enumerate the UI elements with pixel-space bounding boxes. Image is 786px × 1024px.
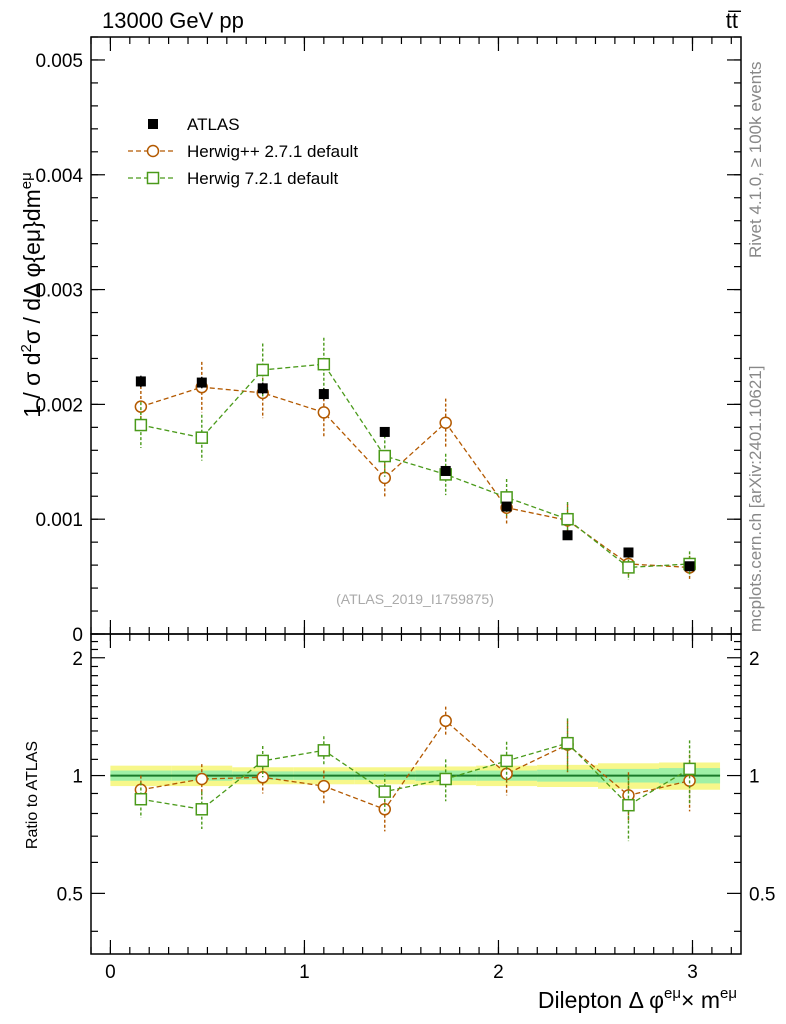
main-panel-marks <box>134 337 696 581</box>
ratio-y-tick-label: 0.5 <box>57 884 83 905</box>
process-label: tt̅ <box>726 8 742 33</box>
herwig-721-ratio-point <box>500 754 513 768</box>
herwig-721-ratio-point <box>683 762 696 776</box>
main-y-axis-label: 1 / σ d2σ / dΔ φ{eμ}dmeμ <box>18 172 45 418</box>
atlas-main-point <box>623 547 634 558</box>
herwig-721-main-point <box>134 418 148 432</box>
herwig-721-main-point <box>317 357 331 371</box>
legend-label-herwig-721: Herwig 7.2.1 default <box>187 169 338 188</box>
ratio-y-tick-label-right: 2 <box>749 649 760 670</box>
herwigpp-271-main-line <box>140 386 690 569</box>
herwig-721-ratio-line <box>140 742 690 810</box>
atlas-main-point <box>562 530 573 541</box>
herwigpp-271-main-point <box>317 406 331 419</box>
ratio-y-tick-label: 2 <box>72 649 83 670</box>
atlas-main-point <box>440 465 451 476</box>
main-y-tick-label: 0 <box>72 625 83 646</box>
main-y-tick-label: 0.005 <box>35 51 83 72</box>
herwigpp-271-main-point <box>378 471 392 485</box>
legend: ATLAS Herwig++ 2.7.1 default Herwig 7.2.1 … <box>128 115 358 188</box>
main-y-tick-label: 0.004 <box>35 166 83 187</box>
herwig-721-ratio-point <box>622 798 635 812</box>
legend-label-herwigpp-271: Herwig++ 2.7.1 default <box>187 142 358 161</box>
herwig-721-main-point <box>378 449 392 463</box>
beam-label: 13000 GeV pp <box>102 8 244 33</box>
x-tick-label: 3 <box>687 962 698 983</box>
herwig-721-main-line <box>140 363 690 569</box>
herwigpp-271-ratio-point <box>439 714 452 728</box>
legend-marker-herwig-721 <box>146 171 160 185</box>
ratio-y-axis-label: Ratio to ATLAS <box>24 741 41 849</box>
herwigpp-271-ratio-point <box>195 772 209 786</box>
legend-marker-atlas <box>148 119 158 129</box>
atlas-main-point <box>379 426 390 437</box>
main-y-tick-label: 0.003 <box>35 281 83 302</box>
atlas-main-point <box>684 561 695 572</box>
herwigpp-271-main-point <box>439 416 452 430</box>
ratio-y-tick-label-right: 1 <box>749 767 760 788</box>
herwig-721-ratio-point <box>317 744 331 757</box>
herwig-721-ratio-point <box>561 736 574 750</box>
herwigpp-271-ratio-point <box>317 779 331 793</box>
x-tick-label: 1 <box>299 962 310 983</box>
herwig-721-main-point <box>561 512 574 526</box>
ratio-y-tick-label: 1 <box>72 767 83 788</box>
ratio-y-tick-label-right: 0.5 <box>749 884 775 905</box>
x-axis-label: Dilepton Δ φeμ× meμ <box>538 985 737 1013</box>
x-tick-label: 0 <box>105 962 116 983</box>
atlas-main-point <box>501 501 512 512</box>
herwig-721-main-point <box>622 561 635 574</box>
atlas-main-point <box>196 377 207 388</box>
legend-marker-herwigpp-271 <box>146 144 160 158</box>
mcplots-source-label: mcplots.cern.ch [arXiv:2401.10621] <box>746 365 765 632</box>
atlas-main-point <box>135 376 146 387</box>
herwig-721-main-point <box>500 491 513 504</box>
x-tick-label: 2 <box>493 962 504 983</box>
herwig-721-ratio-point <box>439 772 452 786</box>
atlas-main-point <box>318 389 329 400</box>
axis-ticks: 0 0.001 0.002 0.003 0.004 0.005 0 1 2 3 0.5 0.5 1 1 2 2 <box>35 36 775 983</box>
herwigpp-271-ratio-line <box>140 719 690 811</box>
herwig-721-main-point <box>256 363 269 377</box>
herwig-721-ratio-point <box>195 803 209 816</box>
main-y-tick-label: 0.001 <box>35 510 83 531</box>
legend-label-atlas: ATLAS <box>187 115 240 134</box>
atlas-main-point <box>257 383 268 394</box>
analysis-id-label: (ATLAS_2019_I1759875) <box>336 591 494 607</box>
herwig-721-ratio-point <box>134 792 148 806</box>
ratio-panel-marks <box>134 706 696 842</box>
main-y-tick-label: 0.002 <box>35 395 83 416</box>
herwig-721-main-point <box>195 431 209 444</box>
herwig-721-ratio-point <box>256 754 269 768</box>
ratio-panel-frame <box>90 633 742 955</box>
herwig-721-ratio-point <box>378 785 392 798</box>
rivet-label: Rivet 4.1.0, ≥ 100k events <box>746 61 765 258</box>
